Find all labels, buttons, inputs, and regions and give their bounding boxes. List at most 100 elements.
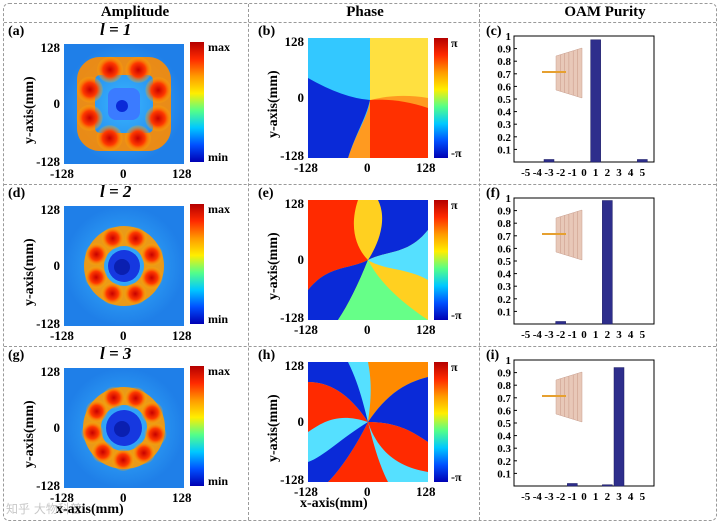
x-tick-label: -5 [521,491,531,503]
x-tick-label: -128 [294,322,318,337]
amplitude-colorbar [190,204,204,324]
oam-purity-chart: 0.10.20.30.40.50.60.70.80.91-5 -4 -3 -2 -1 0 1… [497,355,655,503]
colorbar-max-label: max [208,202,230,216]
colorbar-min-label: min [208,474,229,488]
x-tick-label: -1 [568,167,577,179]
x-tick-label: -128 [50,328,74,343]
oam-bar [613,367,625,487]
x-tick-label: 128 [416,160,436,175]
phase-map [308,38,428,160]
y-tick-label: 0.1 [497,468,511,480]
x-tick-label: 2 [605,167,611,179]
row-divider [4,184,716,185]
x-tick-label: -1 [568,329,577,341]
x-tick-label: 0 [581,491,587,503]
plot-frame [513,35,655,163]
header-phase: Phase [346,4,384,20]
phase-colorbar [434,38,448,158]
y-axis-label: y-axis(mm) [22,400,37,468]
panel-label: (h) [258,348,276,363]
oam-purity-chart-wrap: 0.1 0.2 0.3 0.4 0.5 0.6 0.7 0.8 0.9 1 -5 -4 -3 -2 -1 0 1… [484,31,664,182]
colorbar-max-label: max [208,40,230,54]
x-tick-label: -128 [294,484,318,499]
header-oam-purity: OAM Purity [564,4,646,20]
x-tick-label: 3 [616,329,622,341]
panel-label: (i) [486,348,500,363]
panel-label: (g) [8,348,25,363]
x-tick-label: 5 [640,167,646,179]
phase-map [308,200,428,322]
x-tick-label: -2 [556,491,566,503]
y-tick-label: 0 [53,420,61,435]
y-axis-label: y-axis(mm) [22,238,37,306]
colorbar-max-label: π [451,198,458,212]
y-tick-label: 0.6 [497,243,511,255]
y-tick-label: 0.3 [497,443,511,455]
x-tick-label: 128 [172,166,192,181]
y-tick-label: -128 [36,316,60,331]
y-axis-label: y-axis(mm) [266,232,281,300]
y-tick-label: 128 [284,358,305,373]
x-tick-label: -2 [556,329,566,341]
colorbar-max-label: π [451,360,458,374]
x-tick-label: 2 [605,329,611,341]
panel-label: (c) [486,24,502,39]
x-tick-label: 5 [640,329,646,341]
phase-map [308,362,428,484]
colorbar-min-label: min [208,150,229,164]
figure-frame [3,3,717,521]
colorbar-min-label: -π [451,308,462,322]
colorbar-min-label: min [208,312,229,326]
y-tick-label: 0.9 [497,368,511,380]
y-tick-label: 0.9 [497,44,511,56]
x-tick-label: 3 [616,491,622,503]
x-tick-label: 128 [172,328,192,343]
x-tick-label: 0 [364,322,371,337]
oam-bar [590,39,601,163]
x-tick-label: -3 [544,329,554,341]
watermark: 知乎 大物科普 [6,502,82,516]
y-tick-label: 1 [506,194,512,205]
y-tick-label: 0.1 [497,306,511,318]
colorbar-max-label: max [208,364,230,378]
x-tick-label: 0 [364,484,371,499]
y-tick-label: 0.4 [497,107,511,119]
x-tick-label: -4 [533,329,543,341]
y-tick-label: 0.3 [497,119,511,131]
x-tick-label: 1 [593,329,599,341]
x-tick-label: 1 [593,491,599,503]
y-tick-label: 0.6 [497,405,511,417]
x-tick-label: 0 [120,490,127,505]
panel-label: (b) [258,24,276,39]
x-tick-label: -4 [533,167,543,179]
colorbar-min-label: -π [451,470,462,484]
amplitude-colorbar [190,42,204,162]
oam-purity-chart: 0.10.20.30.40.50.60.70.80.91-5 -4 -3 -2 -1 0 1… [497,193,655,341]
plot-frame [513,197,655,325]
oam-bar [602,484,613,487]
y-tick-label: 0.1 [497,144,511,156]
oam-bar [567,483,578,487]
y-tick-label: 0 [297,414,305,429]
x-tick-label: 0 [120,328,127,343]
x-tick-label: -128 [50,490,74,505]
y-tick-label: 0.8 [497,56,511,68]
plot-frame [513,359,655,487]
y-tick-label: 0.7 [497,393,511,405]
y-tick-label: 0 [53,96,61,111]
mode-title: l = 1 [100,20,132,39]
header-amplitude: Amplitude [100,4,170,20]
y-tick-label: 0.5 [497,256,511,268]
y-tick-label: 0.3 [497,281,511,293]
oam-bar [543,159,555,163]
y-tick-label: 0.7 [497,231,511,243]
row-divider [4,346,716,347]
y-tick-label: -128 [280,310,304,325]
y-axis-label: y-axis(mm) [266,394,281,462]
oam-purity-chart-wrap: 0.1 0.2 0.3 0.4 0.5 0.6 0.7 0.8 0.9 1 -5 -4 -3 -2 -1 0 1… [484,355,664,506]
oam-bar [555,321,566,325]
phase-colorbar [434,362,448,482]
y-tick-label: 128 [40,202,61,217]
x-tick-label: 0 [364,160,371,175]
y-tick-label: 0.7 [497,69,511,81]
